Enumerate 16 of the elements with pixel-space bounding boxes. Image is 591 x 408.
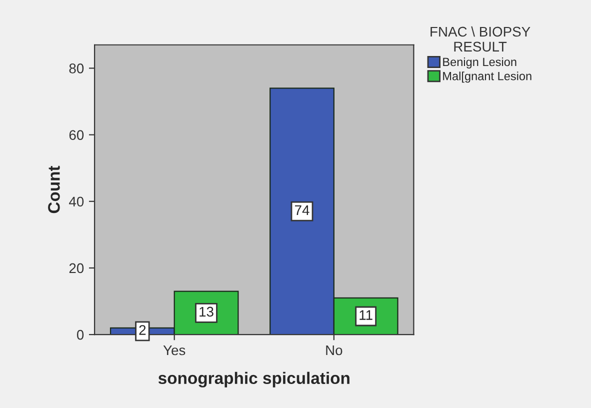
y-tick-label: 0 xyxy=(76,330,84,340)
y-axis-title: Count xyxy=(48,166,60,214)
y-tick-label: 60 xyxy=(69,130,84,140)
legend-label: Benign Lesion xyxy=(443,57,516,68)
x-tick-label: Yes xyxy=(163,345,186,356)
y-tick-label: 20 xyxy=(69,263,84,274)
data-label: 2 xyxy=(139,325,146,335)
data-label: 74 xyxy=(294,205,310,215)
x-tick-label: No xyxy=(326,345,342,356)
x-axis-title: sonographic spiculation xyxy=(158,372,350,388)
y-tick-label: 80 xyxy=(69,64,84,74)
data-label: 11 xyxy=(360,310,372,320)
y-tick-label: 40 xyxy=(69,196,84,207)
legend-title: FNAC \ BIOPSY RESULT xyxy=(430,26,530,52)
data-label: 13 xyxy=(200,306,214,317)
legend-label: Mal[gnant Lesion xyxy=(443,72,532,83)
